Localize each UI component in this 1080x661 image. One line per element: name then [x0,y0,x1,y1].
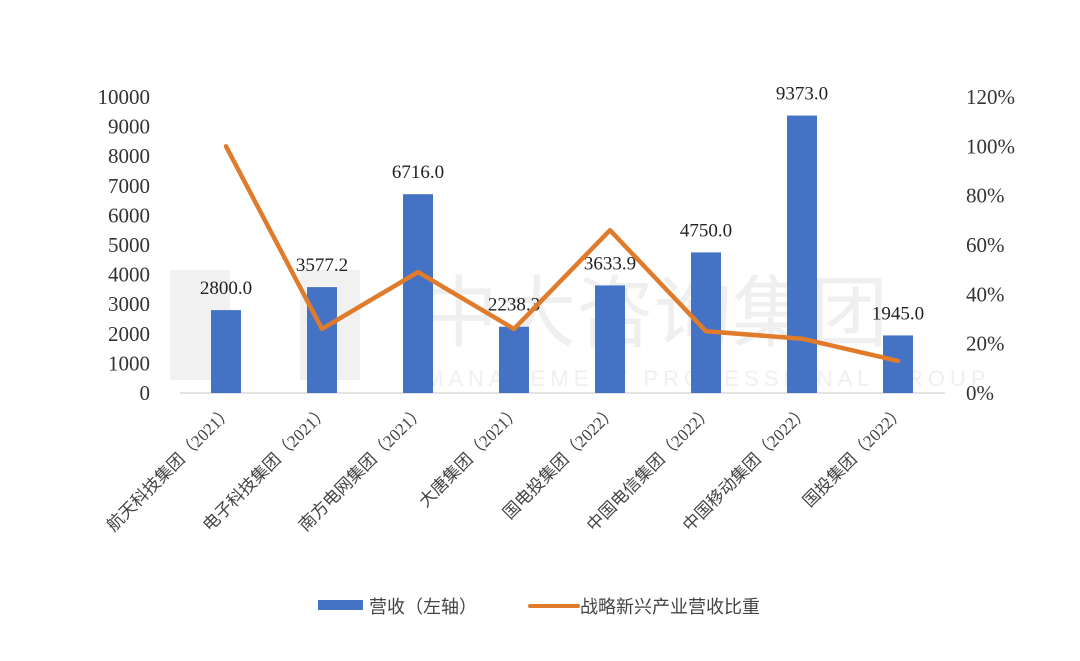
legend-line-label: 战略新兴产业营收比重 [580,597,760,617]
right-tick-label: 20% [966,332,1005,356]
bar-value-label: 6716.0 [392,162,444,183]
x-axis-labels: 航天科技集团（2021）电子科技集团（2021）南方电网集团（2021）大唐集团… [103,401,909,535]
legend-bar-label: 营收（左轴） [369,597,477,617]
bar [307,287,337,393]
bar-value-label: 3633.9 [584,253,636,274]
bar-value-label: 4750.0 [680,220,732,241]
bar [595,285,625,393]
bar-value-label: 9373.0 [776,84,828,105]
left-tick-label: 2000 [108,322,150,346]
bar [499,326,529,393]
watermark: 中大咨询集团 MANAGEMENT PROFESSIONAL GROUP [170,269,986,391]
bar [883,335,913,393]
bar [211,310,241,393]
left-tick-label: 7000 [108,174,150,198]
bar-data-labels: 2800.0 3577.2 6716.0 2238.3 3633.9 4750.0 9373… [200,84,924,325]
right-axis: 0% 20% 40% 60% 80% 100% 120% [966,85,1015,405]
bar-series [211,115,913,393]
left-tick-label: 0 [140,381,151,405]
bar-value-label: 1945.0 [872,303,924,324]
left-axis: 0 1000 2000 3000 4000 5000 6000 7000 8000 9000 100… [98,85,151,405]
line-series [223,144,901,364]
right-tick-label: 120% [966,85,1015,109]
bar-value-label: 2238.3 [488,295,540,316]
category-label: 国投集团（2022） [799,401,909,511]
right-tick-label: 100% [966,134,1015,158]
left-tick-label: 4000 [108,263,150,287]
bar-value-label: 3577.2 [296,255,348,276]
right-tick-label: 60% [966,233,1005,257]
left-tick-label: 9000 [108,115,150,139]
left-tick-label: 10000 [98,85,151,109]
right-tick-label: 40% [966,282,1005,306]
legend: 营收（左轴） 战略新兴产业营收比重 [318,597,760,617]
left-tick-label: 6000 [108,203,150,227]
right-tick-label: 80% [966,184,1005,208]
left-tick-label: 3000 [108,292,150,316]
bar-value-label: 2800.0 [200,278,252,299]
legend-bar-swatch [318,600,363,610]
category-label: 大唐集团（2021） [415,401,525,511]
left-tick-label: 8000 [108,144,150,168]
bar [787,115,817,393]
left-tick-label: 5000 [108,233,150,257]
bar [403,194,433,393]
left-tick-label: 1000 [108,351,150,375]
right-tick-label: 0% [966,381,994,405]
